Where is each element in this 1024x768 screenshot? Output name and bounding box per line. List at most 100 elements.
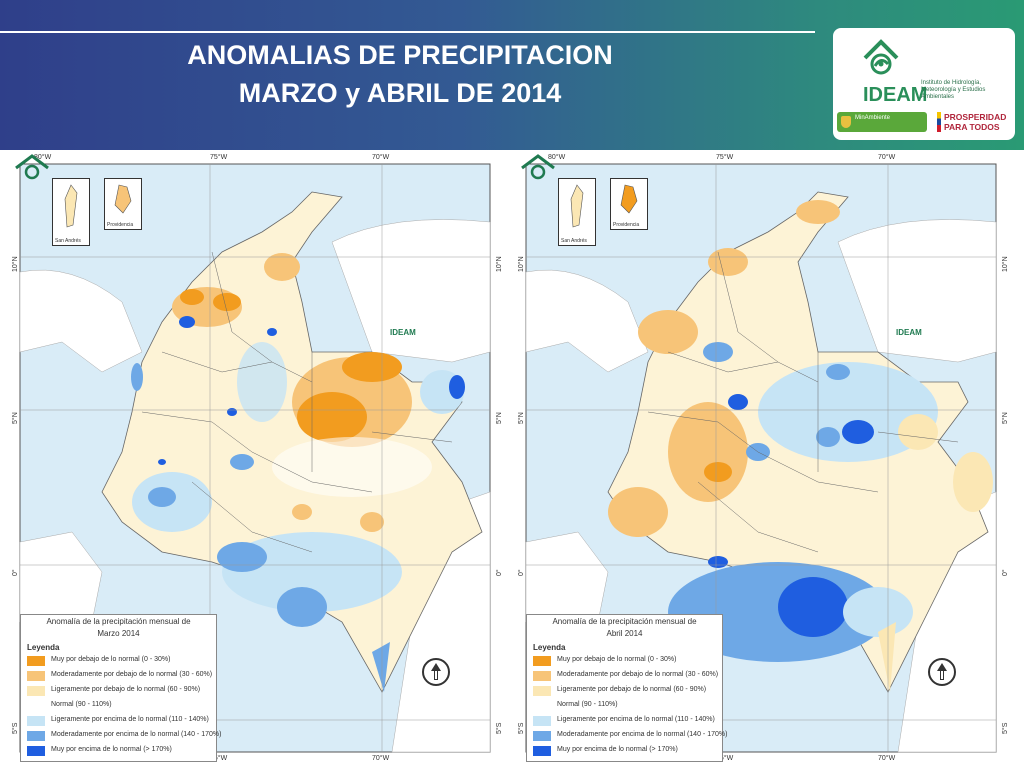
- legend-april: Anomalía de la precipitación mensual de …: [526, 614, 727, 762]
- map-ideam-logo-text: IDEAM: [390, 328, 416, 337]
- north-arrow-stem: [940, 670, 944, 680]
- san-andres-island-shape: [64, 184, 78, 228]
- ideam-subtitle: Instituto de Hidrología, Meteorología y …: [921, 80, 986, 100]
- inset-label-providencia: Providencia: [613, 222, 640, 228]
- minambiente-logo: MinAmbiente: [837, 112, 927, 132]
- lon-label-75w-bottom: 75°W: [716, 755, 734, 762]
- prosperidad-logo: PROSPERIDAD PARA TODOS: [937, 112, 1013, 134]
- map-ideam-logo-text: IDEAM: [896, 328, 922, 337]
- lon-label-80w: 80°W: [548, 154, 566, 161]
- legend-label: Moderadamente por encima de lo normal (1…: [557, 731, 728, 738]
- coat-of-arms-icon: [841, 116, 851, 128]
- legend-label: Moderadamente por debajo de lo normal (3…: [557, 671, 719, 678]
- lat-label-5s-right: 5°S: [1002, 722, 1009, 734]
- lat-label-10n: 10°N: [12, 256, 19, 272]
- legend-swatch: [27, 746, 45, 756]
- lat-label-5n: 5°N: [12, 412, 19, 424]
- legend-label: Normal (90 - 110%): [51, 701, 112, 708]
- legend-row: Muy por encima de lo normal (> 170%): [21, 744, 216, 759]
- legend-label: Moderadamente por encima de lo normal (1…: [51, 731, 222, 738]
- providencia-island-shape: [114, 184, 132, 214]
- lat-label-0: 0°: [12, 569, 19, 576]
- lat-label-0-right: 0°: [496, 569, 503, 576]
- lat-label-5n-right: 5°N: [496, 412, 503, 424]
- map-ideam-logo-icon: [15, 154, 49, 180]
- legend-swatch: [533, 701, 551, 711]
- legend-row: Normal (90 - 110%): [527, 699, 722, 714]
- lon-label-70w: 70°W: [372, 154, 390, 161]
- legend-title-line-1: Anomalía de la precipitación mensual de: [46, 617, 191, 626]
- lat-label-5n: 5°N: [518, 412, 525, 424]
- prosperidad-line-2: PARA TODOS: [944, 122, 1000, 132]
- legend-heading: Leyenda: [533, 643, 566, 652]
- lat-label-5s: 5°S: [518, 722, 525, 734]
- legend-label: Ligeramente por debajo de lo normal (60 …: [557, 686, 707, 693]
- lon-label-75w: 75°W: [210, 154, 228, 161]
- inset-label-san-andres: San Andrés: [561, 238, 587, 244]
- legend-label: Muy por encima de lo normal (> 170%): [51, 746, 172, 753]
- legend-title-line-2: Abril 2014: [606, 629, 643, 638]
- legend-swatch: [533, 716, 551, 726]
- inset-providencia: Providencia: [104, 178, 142, 230]
- legend-label: Ligeramente por encima de lo normal (110…: [51, 716, 209, 723]
- inset-san-andres: San Andrés: [52, 178, 90, 246]
- minambiente-text: MinAmbiente: [855, 115, 891, 121]
- map-panel-april: 80°W 75°W 70°W 80°W 75°W 70°W 10°N 5°N 0…: [518, 152, 1012, 764]
- lat-label-10n-right: 10°N: [1002, 256, 1009, 272]
- inset-label-providencia: Providencia: [107, 222, 134, 228]
- providencia-island-shape: [620, 184, 638, 214]
- north-arrow-head: [937, 663, 947, 671]
- legend-swatch: [533, 671, 551, 681]
- lat-label-0-right: 0°: [1002, 569, 1009, 576]
- legend-swatch: [533, 731, 551, 741]
- legend-row: Moderadamente por debajo de lo normal (3…: [527, 669, 722, 684]
- legend-title-line-1: Anomalía de la precipitación mensual de: [552, 617, 697, 626]
- legend-row: Ligeramente por debajo de lo normal (60 …: [21, 684, 216, 699]
- legend-swatch: [27, 656, 45, 666]
- inset-label-san-andres: San Andrés: [55, 238, 81, 244]
- inset-providencia: Providencia: [610, 178, 648, 230]
- inset-san-andres: San Andrés: [558, 178, 596, 246]
- legend-label: Ligeramente por encima de lo normal (110…: [557, 716, 715, 723]
- colombia-flag-stripe: [937, 112, 941, 132]
- north-arrow-head: [431, 663, 441, 671]
- logo-panel: IDEAM Instituto de Hidrología, Meteorolo…: [833, 28, 1015, 140]
- legend-row: Ligeramente por encima de lo normal (110…: [527, 714, 722, 729]
- lat-label-0: 0°: [518, 569, 525, 576]
- lon-label-70w: 70°W: [878, 154, 896, 161]
- legend-title-line-2: Marzo 2014: [97, 629, 140, 638]
- lon-label-70w-bottom: 70°W: [372, 755, 390, 762]
- legend-row: Moderadamente por encima de lo normal (1…: [527, 729, 727, 744]
- legend-label: Ligeramente por debajo de lo normal (60 …: [51, 686, 201, 693]
- header-banner: ANOMALIAS DE PRECIPITACION MARZO y ABRIL…: [0, 0, 1024, 150]
- north-arrow-icon: [928, 658, 956, 686]
- legend-row: Muy por debajo de lo normal (0 - 30%): [21, 654, 216, 669]
- legend-label: Muy por debajo de lo normal (0 - 30%): [557, 656, 677, 663]
- legend-swatch: [533, 686, 551, 696]
- lat-label-5n-right: 5°N: [1002, 412, 1009, 424]
- lat-label-5s: 5°S: [12, 722, 19, 734]
- ideam-logo-icon: [863, 39, 899, 75]
- title-line-1: ANOMALIAS DE PRECIPITACION: [187, 40, 613, 70]
- legend-row: Muy por encima de lo normal (> 170%): [527, 744, 722, 759]
- legend-label: Muy por encima de lo normal (> 170%): [557, 746, 678, 753]
- north-arrow-icon: [422, 658, 450, 686]
- lat-label-10n-right: 10°N: [496, 256, 503, 272]
- lon-label-70w-bottom: 70°W: [878, 755, 896, 762]
- legend-row: Muy por debajo de lo normal (0 - 30%): [527, 654, 722, 669]
- legend-swatch: [27, 731, 45, 741]
- legend-label: Muy por debajo de lo normal (0 - 30%): [51, 656, 171, 663]
- legend-march: Anomalía de la precipitación mensual de …: [20, 614, 221, 762]
- legend-row: Moderadamente por encima de lo normal (1…: [21, 729, 221, 744]
- legend-label: Moderadamente por debajo de lo normal (3…: [51, 671, 213, 678]
- lat-label-5s-right: 5°S: [496, 722, 503, 734]
- map-ideam-logo-icon: [521, 154, 555, 180]
- legend-label: Normal (90 - 110%): [557, 701, 618, 708]
- legend-row: Normal (90 - 110%): [21, 699, 216, 714]
- legend-swatch: [27, 701, 45, 711]
- lat-label-10n: 10°N: [518, 256, 525, 272]
- lon-label-80w: 80°W: [34, 154, 52, 161]
- legend-heading: Leyenda: [27, 643, 60, 652]
- title-line-2: MARZO y ABRIL DE 2014: [238, 78, 562, 108]
- legend-swatch: [533, 656, 551, 666]
